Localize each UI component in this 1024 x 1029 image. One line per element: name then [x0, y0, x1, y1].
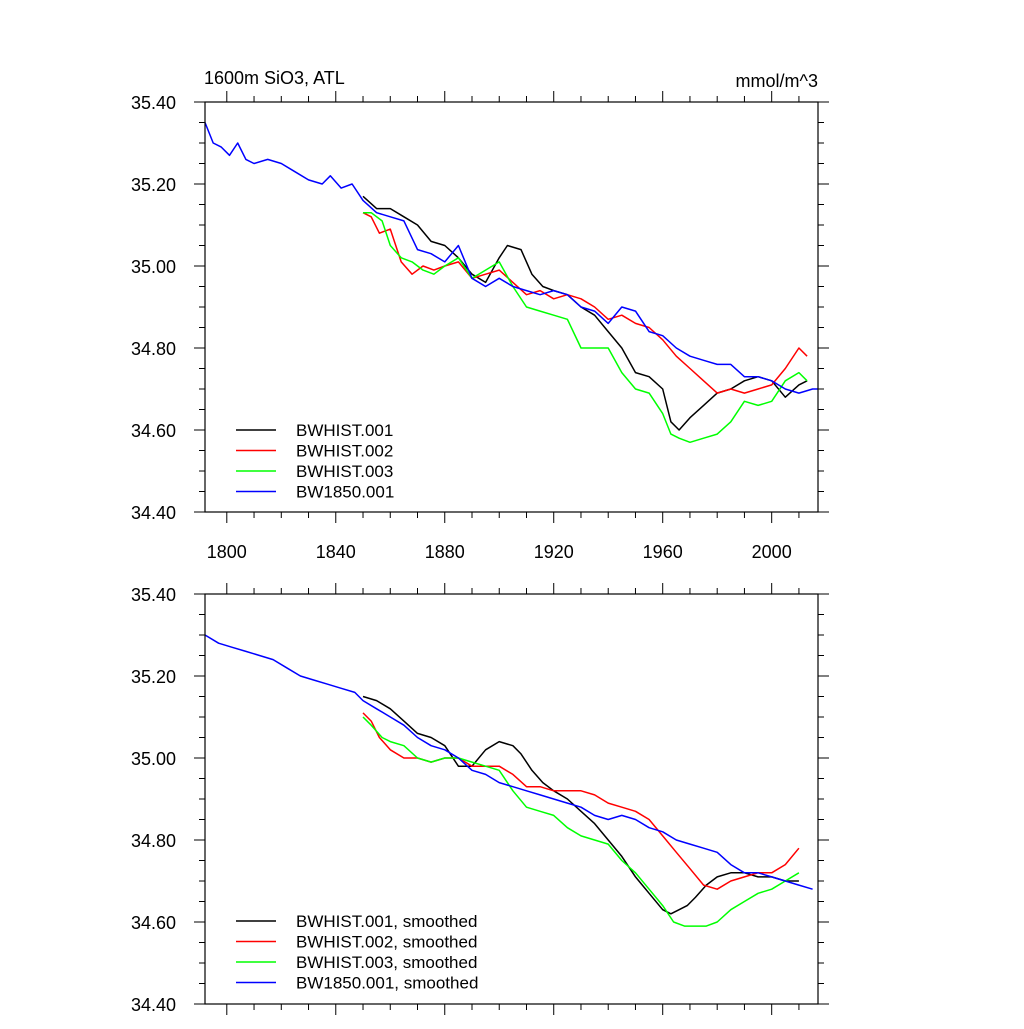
- legend-label: BWHIST.002: [296, 442, 393, 461]
- series-line-1: [362, 695, 799, 915]
- series-line-4: [204, 634, 813, 890]
- y-tick-label: 35.40: [131, 93, 176, 113]
- series-line-2: [362, 212, 808, 394]
- y-tick-label: 35.40: [131, 585, 176, 605]
- y-tick-label: 34.60: [131, 421, 176, 441]
- legend-label: BWHIST.003: [296, 462, 393, 481]
- top-plot-lines: [204, 122, 818, 444]
- y-tick-label: 34.40: [131, 503, 176, 523]
- x-tick-label: 1800: [207, 542, 247, 562]
- top-chart-title: 1600m SiO3, ATL: [204, 68, 345, 88]
- series-line-1: [362, 195, 808, 431]
- top-chart-panel: 1600m SiO3, ATL mmol/m^3 34.40 34.60 34.80…: [131, 68, 829, 562]
- x-tick-label: 1920: [534, 542, 574, 562]
- legend-label: BW1850.001: [296, 483, 394, 502]
- series-line-4: [204, 122, 818, 394]
- bottom-chart-panel: 34.40 34.60 34.80 35.00 35.20 35.40 BWHIST.00…: [131, 583, 829, 1015]
- x-tick-label: 1960: [643, 542, 683, 562]
- y-tick-label: 34.80: [131, 831, 176, 851]
- legend-label: BWHIST.002, smoothed: [296, 933, 477, 952]
- x-tick-label: 2000: [752, 542, 792, 562]
- series-line-3: [363, 211, 808, 444]
- y-tick-label: 35.20: [131, 175, 176, 195]
- bottom-x-axis: [226, 583, 800, 1015]
- bottom-y-axis: 34.40 34.60 34.80 35.00 35.20 35.40: [131, 585, 829, 1015]
- y-tick-label: 34.40: [131, 995, 176, 1015]
- y-tick-label: 35.00: [131, 257, 176, 277]
- top-plot-frame: [204, 101, 819, 513]
- top-y-axis: 34.40 34.60 34.80 35.00 35.20 35.40: [131, 93, 829, 523]
- x-tick-label: 1880: [425, 542, 465, 562]
- x-tick-label: 1840: [316, 542, 356, 562]
- y-tick-label: 35.20: [131, 667, 176, 687]
- bottom-plot-frame: [204, 593, 819, 1005]
- bottom-legend: BWHIST.001, smoothed BWHIST.002, smoothed…: [236, 912, 478, 993]
- top-chart-units: mmol/m^3: [736, 71, 818, 91]
- legend-label: BWHIST.003, smoothed: [296, 953, 477, 972]
- y-tick-label: 34.60: [131, 913, 176, 933]
- legend-label: BWHIST.001, smoothed: [296, 912, 477, 931]
- series-line-2: [362, 712, 800, 890]
- series-line-3: [362, 716, 800, 927]
- legend-label: BW1850.001, smoothed: [296, 974, 478, 993]
- bottom-plot-lines: [204, 634, 813, 927]
- top-x-axis: 1800 1840 1880 1920 1960 2000: [207, 91, 800, 562]
- legend-label: BWHIST.001: [296, 421, 393, 440]
- y-tick-label: 35.00: [131, 749, 176, 769]
- y-tick-label: 34.80: [131, 339, 176, 359]
